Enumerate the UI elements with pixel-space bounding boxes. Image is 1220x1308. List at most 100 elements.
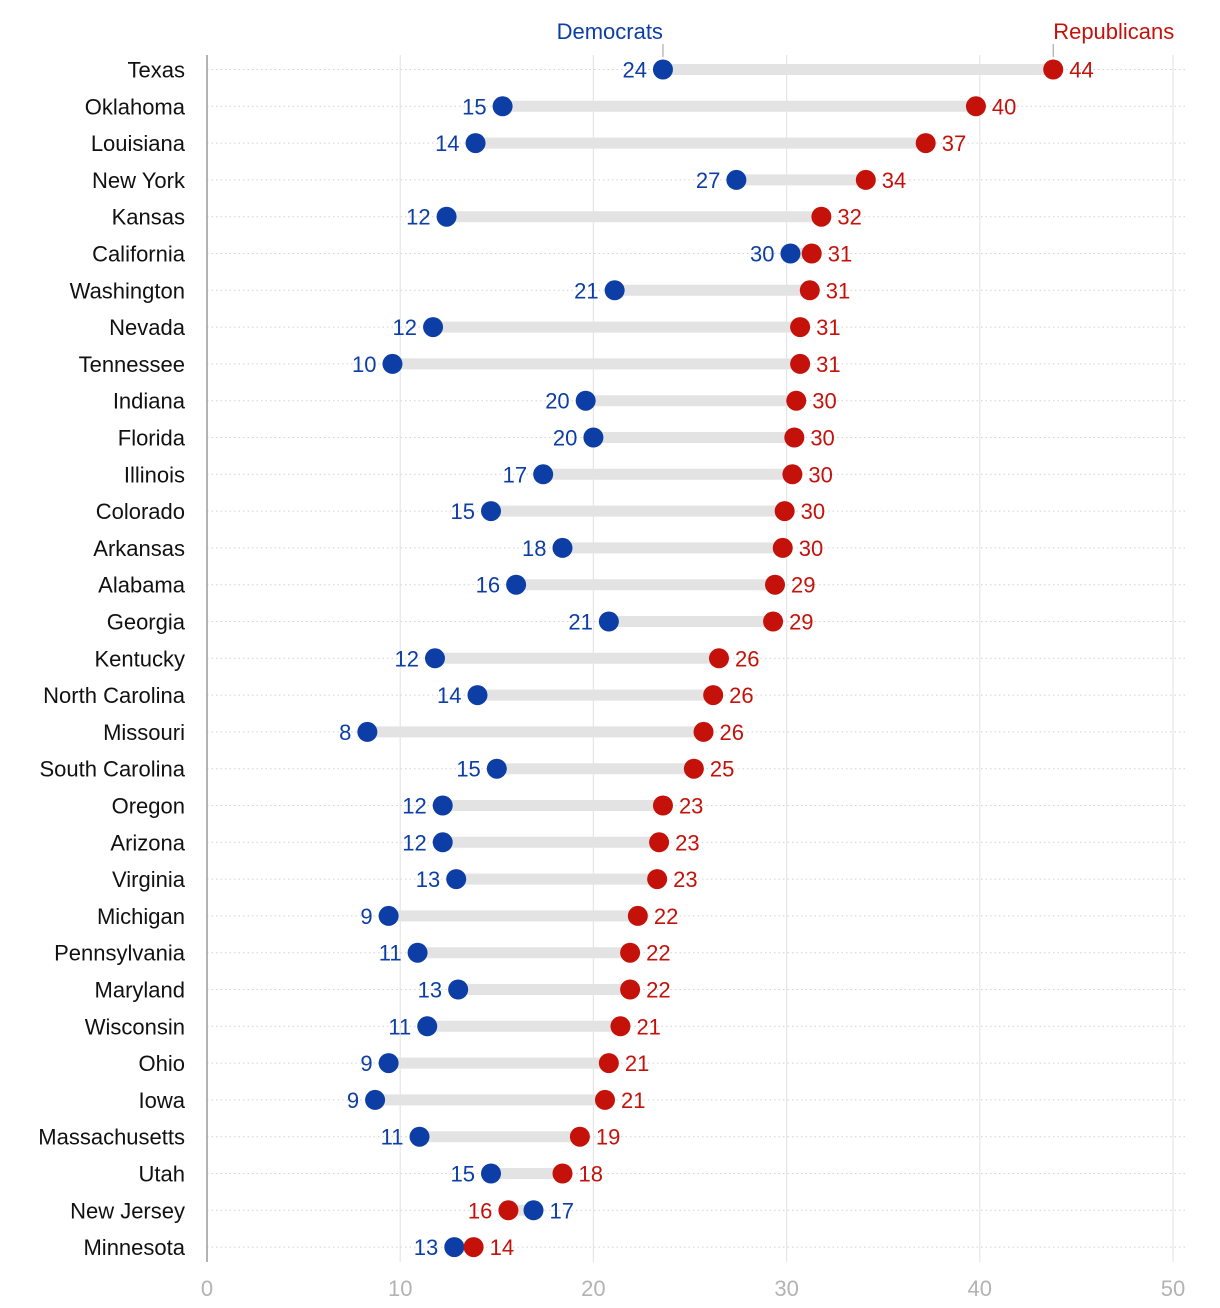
rep-value-label: 19 — [596, 1125, 620, 1150]
state-label: Alabama — [98, 573, 186, 598]
rep-value-label: 21 — [621, 1088, 645, 1113]
rows-layer: Texas 24 44 Oklahoma 15 40 Louisiana 14 37 New Yo… — [38, 58, 1188, 1260]
state-row: California 30 31 — [92, 242, 1188, 267]
rep-value-label: 31 — [828, 242, 852, 267]
rep-dot — [801, 243, 822, 264]
rep-value-label: 32 — [837, 205, 861, 230]
state-row: Ohio 9 21 — [139, 1051, 1188, 1076]
dem-value-label: 12 — [394, 646, 418, 671]
x-tick-label: 0 — [201, 1276, 213, 1301]
rep-dot — [799, 280, 820, 301]
state-row: Missouri 8 26 — [103, 720, 1188, 745]
dem-dot — [465, 133, 486, 154]
dem-value-label: 12 — [402, 830, 426, 855]
dem-value-label: 15 — [456, 757, 480, 782]
rep-dot — [786, 390, 807, 411]
dem-dot — [583, 427, 604, 448]
legend-democrats: Democrats — [557, 19, 663, 44]
dem-value-label: 20 — [545, 389, 569, 414]
dem-value-label: 14 — [435, 131, 459, 156]
state-row: Utah 15 18 — [139, 1162, 1188, 1187]
rep-dot — [620, 979, 641, 1000]
state-label: California — [92, 242, 186, 267]
dem-value-label: 8 — [339, 720, 351, 745]
state-label: Utah — [139, 1162, 185, 1187]
state-row: Pennsylvania 11 22 — [54, 941, 1188, 966]
state-label: Maryland — [95, 978, 185, 1003]
state-row: Massachusetts 11 19 — [38, 1125, 1188, 1150]
dem-dot — [467, 685, 488, 706]
dem-value-label: 27 — [696, 168, 720, 193]
rep-dot — [763, 611, 784, 632]
state-row: Wisconsin 11 21 — [85, 1014, 1188, 1039]
rep-value-label: 26 — [720, 720, 744, 745]
dem-dot — [604, 280, 625, 301]
legend-republicans: Republicans — [1053, 19, 1174, 44]
rep-dot — [652, 795, 673, 816]
dem-value-label: 9 — [360, 1051, 372, 1076]
rep-value-label: 30 — [812, 389, 836, 414]
dem-value-label: 15 — [462, 94, 486, 119]
dem-value-label: 13 — [416, 867, 440, 892]
rep-dot — [708, 648, 729, 669]
rep-value-label: 40 — [992, 94, 1016, 119]
rep-dot — [463, 1237, 484, 1258]
rep-dot — [765, 574, 786, 595]
state-label: Illinois — [124, 462, 185, 487]
rep-dot — [782, 464, 803, 485]
state-row: Nevada 12 31 — [109, 315, 1188, 340]
x-tick-label: 40 — [968, 1276, 992, 1301]
dem-value-label: 9 — [347, 1088, 359, 1113]
state-row: Indiana 20 30 — [113, 389, 1188, 414]
state-label: Colorado — [96, 499, 185, 524]
state-row: Oklahoma 15 40 — [85, 94, 1188, 119]
dem-dot — [424, 648, 445, 669]
rep-value-label: 37 — [942, 131, 966, 156]
state-label: Arizona — [110, 830, 185, 855]
rep-dot — [647, 869, 668, 890]
rep-value-label: 23 — [675, 830, 699, 855]
state-label: Washington — [70, 278, 185, 303]
dem-dot — [444, 1237, 465, 1258]
state-row: Arizona 12 23 — [110, 830, 1188, 855]
state-label: Indiana — [113, 389, 186, 414]
rep-value-label: 14 — [490, 1235, 514, 1260]
dem-dot — [436, 206, 457, 227]
rep-value-label: 26 — [729, 683, 753, 708]
state-label: Kentucky — [95, 646, 186, 671]
state-row: Minnesota 13 14 — [83, 1235, 1188, 1260]
dem-value-label: 9 — [360, 904, 372, 929]
state-row: Alabama 16 29 — [98, 573, 1188, 598]
rep-dot — [649, 832, 670, 853]
dem-value-label: 17 — [550, 1198, 574, 1223]
state-row: Washington 21 31 — [70, 278, 1188, 303]
rep-dot — [811, 206, 832, 227]
dem-value-label: 21 — [574, 278, 598, 303]
rep-value-label: 29 — [789, 610, 813, 635]
dem-value-label: 15 — [451, 1162, 475, 1187]
dem-value-label: 13 — [418, 978, 442, 1003]
rep-value-label: 30 — [808, 462, 832, 487]
rep-dot — [693, 721, 714, 742]
rep-dot — [610, 1016, 631, 1037]
rep-value-label: 22 — [654, 904, 678, 929]
state-label: Texas — [128, 58, 185, 83]
state-row: Kansas 12 32 — [112, 205, 1188, 230]
dem-value-label: 18 — [522, 536, 546, 561]
dem-dot — [533, 464, 554, 485]
rep-value-label: 18 — [578, 1162, 602, 1187]
rep-dot — [498, 1200, 519, 1221]
rep-value-label: 44 — [1069, 58, 1093, 83]
rep-dot — [915, 133, 936, 154]
state-row: New Jersey 17 16 — [70, 1198, 1188, 1223]
dem-dot — [423, 317, 444, 338]
dem-value-label: 12 — [402, 794, 426, 819]
dem-dot — [382, 353, 403, 374]
dem-value-label: 21 — [568, 610, 592, 635]
state-label: Arkansas — [93, 536, 185, 561]
x-axis: 0 10 20 30 40 50 — [201, 55, 1185, 1301]
state-row: Georgia 21 29 — [107, 610, 1188, 635]
rep-dot — [552, 1163, 573, 1184]
rep-dot — [772, 537, 793, 558]
